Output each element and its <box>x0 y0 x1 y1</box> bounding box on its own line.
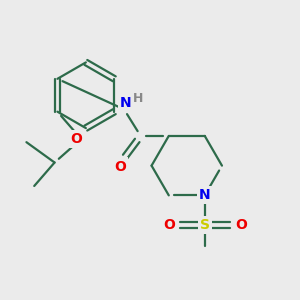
Text: O: O <box>235 218 247 232</box>
Text: H: H <box>133 92 143 105</box>
Text: S: S <box>200 218 210 232</box>
Text: O: O <box>70 132 83 146</box>
Text: O: O <box>163 218 175 232</box>
Text: N: N <box>199 188 211 203</box>
Text: O: O <box>114 160 126 174</box>
Text: N: N <box>120 96 131 110</box>
